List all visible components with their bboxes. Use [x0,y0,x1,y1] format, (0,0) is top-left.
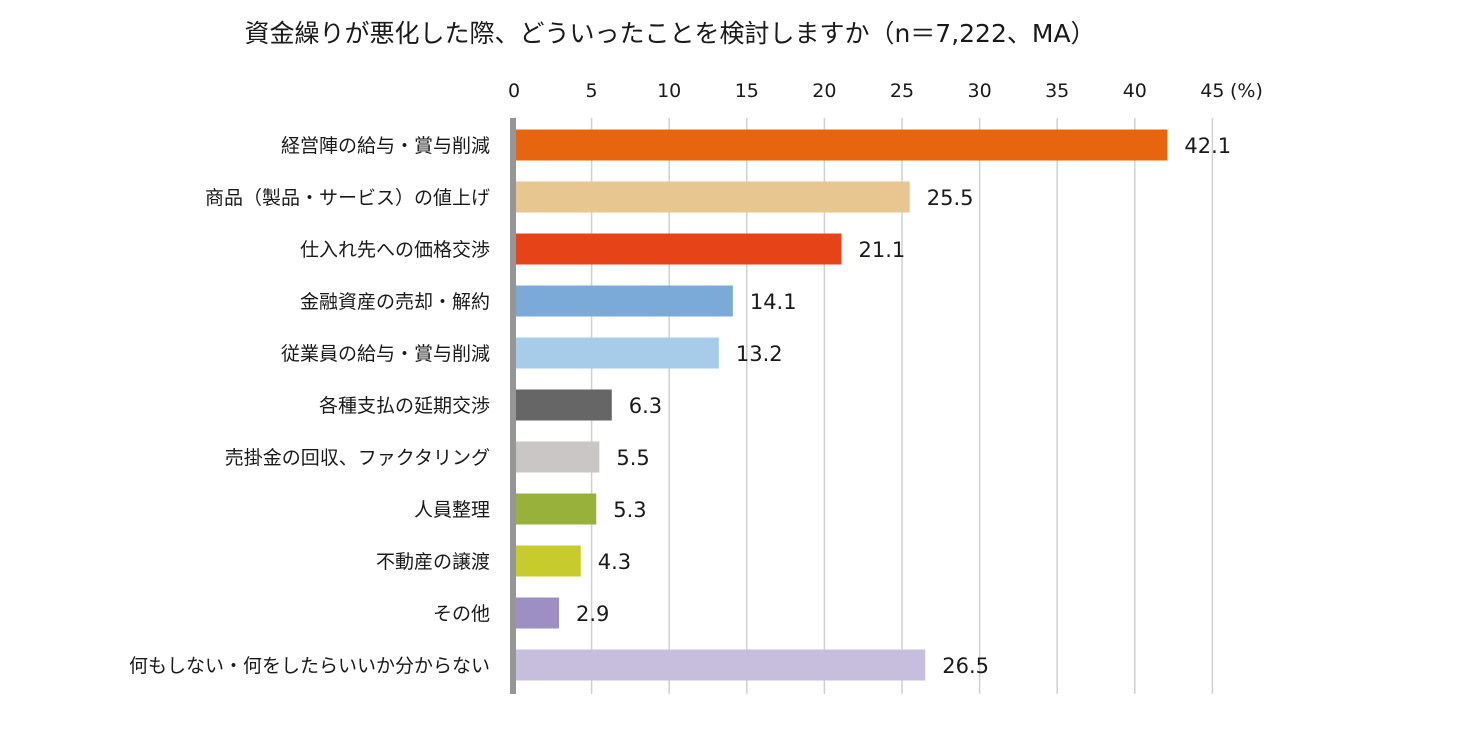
bar [514,389,612,421]
bar [514,285,733,317]
x-tick-label: 30 [968,80,992,102]
x-tick-label: 25 [890,80,914,102]
x-tick-label: 10 [657,80,681,102]
x-tick-label: 40 [1123,80,1147,102]
category-labels: 経営陣の給与・賞与削減商品（製品・サービス）の値上げ仕入れ先への価格交渉金融資産… [129,135,490,677]
category-label: 商品（製品・サービス）の値上げ [205,187,490,209]
category-label: その他 [433,603,490,625]
data-label: 2.9 [576,602,609,626]
category-label: 経営陣の給与・賞与削減 [281,135,490,157]
category-label: 売掛金の回収、ファクタリング [225,447,490,469]
category-label: 人員整理 [414,499,490,521]
bar [514,337,719,369]
bar [514,233,842,265]
category-label: 不動産の譲渡 [376,551,490,573]
x-tick-label: 35 [1045,80,1069,102]
data-label: 5.3 [613,498,646,522]
bar [514,129,1168,161]
unit-label: (%) [1230,80,1263,102]
y-axis-line [510,118,516,694]
bar [514,493,597,525]
x-tick-label: 5 [586,80,598,102]
bar [514,649,926,681]
bar [514,597,560,629]
x-tick-label: 15 [735,80,759,102]
category-label: 各種支払の延期交渉 [319,395,490,417]
category-label: 従業員の給与・賞与削減 [281,343,490,365]
gridlines [590,118,1214,694]
bar [514,441,600,473]
data-label: 14.1 [750,290,797,314]
data-label: 26.5 [942,654,989,678]
data-label: 13.2 [736,342,783,366]
data-label: 4.3 [598,550,631,574]
data-label: 21.1 [858,238,905,262]
bar [514,181,910,213]
chart-title: 資金繰りが悪化した際、どういったことを検討しますか（n＝7,222、MA） [244,19,1096,48]
category-label: 仕入れ先への価格交渉 [300,239,490,261]
bar [514,545,581,577]
category-label: 何もしない・何をしたらいいか分からない [129,655,490,677]
data-label: 5.5 [616,446,649,470]
x-tick-label: 0 [508,80,520,102]
data-label: 42.1 [1184,134,1231,158]
x-tick-label: 45 [1200,80,1224,102]
data-label: 25.5 [927,186,974,210]
bars [514,129,1168,681]
value-labels: 42.1 25.5 21.1 14.1 13.2 6.3 5.5 5.3 4.3 2.9 26.5 [576,134,1231,678]
x-tick-label: 20 [812,80,836,102]
category-label: 金融資産の売却・解約 [300,291,490,313]
data-label: 6.3 [629,394,662,418]
x-axis-ticks: 0 5 10 15 20 25 30 35 40 45 [508,80,1225,102]
